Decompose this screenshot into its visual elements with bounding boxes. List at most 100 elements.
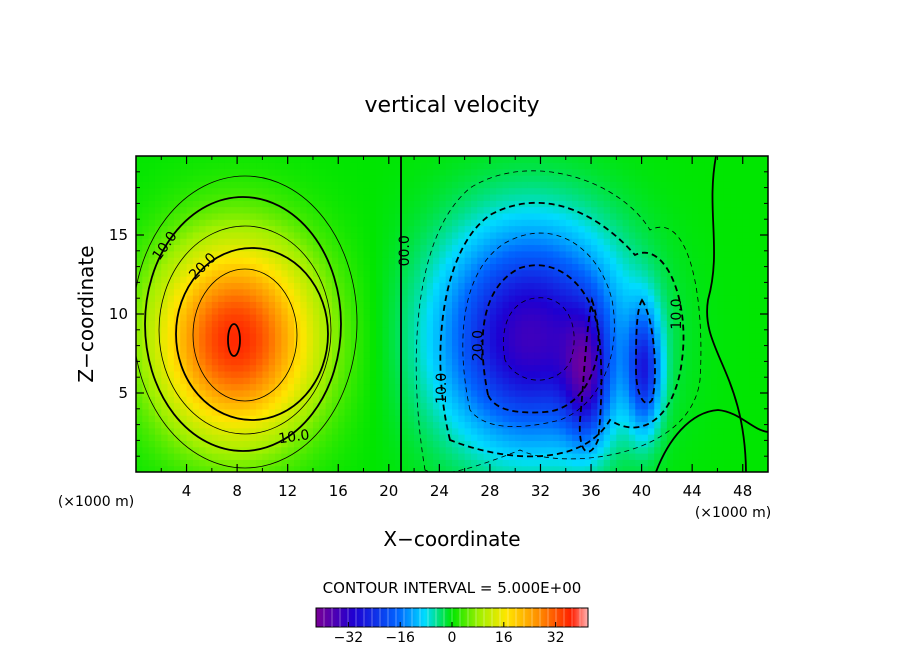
heat-cell [666,174,674,182]
heat-cell [742,345,750,353]
heat-cell [401,326,409,334]
heat-cell [319,238,327,246]
heat-cell [243,415,251,423]
heat-cell [148,307,156,315]
heat-cell [508,212,516,220]
heat-cell [331,288,339,296]
heat-cell [496,364,504,372]
heat-cell [489,162,497,170]
heat-cell [414,288,421,296]
heat-cell [502,276,510,283]
heat-cell [256,345,263,353]
heat-cell [616,295,624,302]
heat-cell [546,402,554,410]
heat-cell [369,332,377,340]
heat-cell [205,320,213,328]
heat-cell [572,453,579,460]
heat-cell [287,295,295,302]
heat-cell [749,288,756,296]
heat-cell [331,257,339,265]
heat-cell [749,339,756,347]
heat-cell [692,314,700,321]
heat-cell [325,238,333,246]
heat-cell [357,421,365,429]
heat-cell [641,370,649,378]
heat-cell [294,212,301,220]
heat-cell [414,187,421,195]
heat-cell [692,358,700,366]
heat-cell [477,332,485,340]
heat-cell [704,187,712,195]
heat-cell [458,257,466,265]
heat-cell [262,364,270,372]
heat-cell [439,219,447,227]
heat-cell [382,193,390,201]
heat-cell [666,219,674,227]
heat-cell [603,332,611,340]
heat-cell [319,244,327,252]
heat-cell [736,301,744,309]
heat-cell [755,465,763,472]
heat-cell [199,326,207,334]
heat-cell [395,225,403,233]
heat-cell [698,212,706,220]
heat-cell [521,421,529,429]
heat-cell [338,282,346,290]
heat-cell [388,225,396,233]
heat-cell [192,276,200,283]
heat-cell [458,415,466,423]
heat-cell [616,162,624,170]
heat-cell [262,162,270,170]
heat-cell [502,377,510,385]
heat-cell [338,402,346,410]
heat-cell [527,326,535,334]
heat-cell [685,162,693,170]
heat-cell [521,219,529,227]
heat-cell [243,156,251,163]
heat-cell [294,288,301,296]
heat-cell [268,187,276,195]
heat-cell [439,250,447,258]
heat-cell [249,320,257,328]
heat-cell [464,415,472,423]
heat-cell [180,206,188,214]
heat-cell [256,295,263,302]
heat-cell [742,421,750,429]
heat-cell [388,282,396,290]
heatmap-field [136,156,768,472]
heat-cell [319,301,327,309]
heat-cell [496,174,504,182]
heat-cell [281,263,289,271]
heat-cell [136,212,143,220]
heat-cell [224,465,232,472]
heat-cell [256,370,263,378]
heat-cell [426,276,434,283]
heat-cell [262,206,270,214]
heat-cell [388,288,396,296]
heat-cell [679,383,687,391]
heat-cell [433,351,440,359]
heat-cell [508,446,516,454]
heat-cell [502,200,510,208]
heat-cell [363,345,371,353]
heat-cell [622,162,630,170]
heat-cell [256,174,263,182]
heat-cell [723,206,731,214]
heat-cell [477,415,485,423]
heat-cell [755,200,763,208]
heat-cell [534,231,542,239]
heat-cell [420,434,428,441]
heat-cell [527,168,535,176]
heat-cell [572,231,579,239]
heat-cell [382,282,390,290]
heat-cell [414,314,421,321]
heat-cell [161,212,169,220]
heat-cell [755,421,763,429]
heat-cell [666,295,674,302]
heat-cell [319,351,327,359]
heat-cell [369,453,377,460]
heat-cell [243,370,251,378]
heat-cell [445,421,453,429]
heat-cell [730,307,737,315]
heat-cell [312,440,320,448]
